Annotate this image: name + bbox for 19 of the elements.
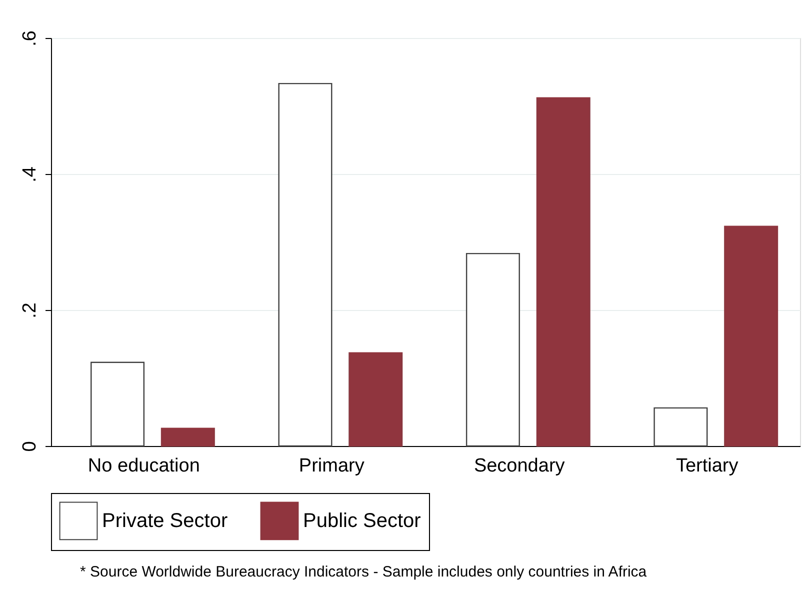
bar bbox=[278, 82, 332, 447]
x-tick-label: Primary bbox=[298, 456, 365, 476]
bar bbox=[536, 97, 590, 447]
bar bbox=[466, 252, 520, 447]
x-tick-label: Tertiary bbox=[676, 456, 739, 476]
bar bbox=[90, 362, 145, 447]
y-tick-label: .2 bbox=[20, 302, 40, 318]
y-tick-label: .4 bbox=[20, 166, 40, 182]
legend-label: Public Sector bbox=[303, 510, 422, 532]
legend-label: Private Sector bbox=[102, 510, 228, 532]
bar bbox=[654, 407, 708, 447]
x-tick-label: Secondary bbox=[474, 456, 566, 476]
bar bbox=[160, 428, 215, 447]
x-tick-label: No education bbox=[88, 456, 200, 476]
bar bbox=[348, 352, 403, 447]
y-tick-label: .6 bbox=[20, 30, 40, 46]
text: * Source Worldwide Bureaucracy Indicators - Sample includes only countries in Africa bbox=[80, 564, 648, 580]
y-tick-label: 0 bbox=[20, 441, 40, 452]
bar bbox=[724, 226, 778, 447]
